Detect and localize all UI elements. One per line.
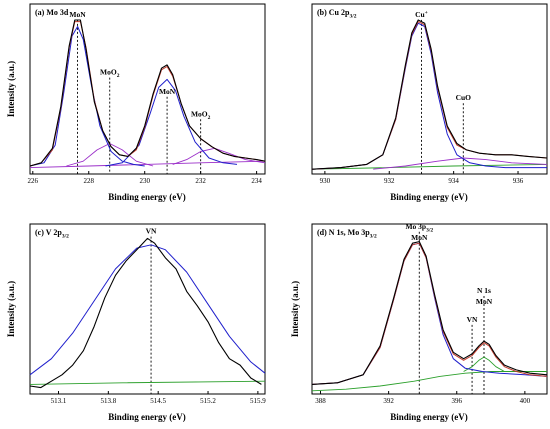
x-tick-label: 936: [513, 177, 524, 185]
series-raw: [311, 241, 548, 385]
x-tick-label: 228: [84, 177, 95, 185]
series-raw: [311, 19, 548, 170]
series-component-alt: [463, 356, 505, 372]
plot-frame: [29, 3, 266, 175]
peak-label: Mo 3p3/2: [405, 222, 433, 234]
x-axis-label: Binding energy (eV): [390, 412, 468, 422]
x-tick-label: 392: [383, 397, 394, 405]
x-tick-label: 234: [251, 177, 262, 185]
x-axis-label: Binding energy (eV): [390, 192, 468, 202]
x-tick-label: 388: [315, 397, 326, 405]
peak-label: MoN: [69, 10, 86, 19]
x-axis-label: Binding energy (eV): [108, 192, 186, 202]
peak-label: MoN: [159, 87, 176, 96]
x-tick-label: 400: [520, 397, 531, 405]
plot-layer: VN: [29, 227, 266, 394]
y-axis-label: Intensity (a.u.): [6, 61, 16, 117]
plot-frame: [311, 3, 548, 175]
y-axis-label: Intensity (a.u.): [290, 281, 300, 337]
panel-cu-2p: Cu+ CuO 930 932 934 936 (b) Cu 2p3/2 Binding…: [311, 3, 548, 202]
x-tick-label: 515.9: [250, 397, 266, 405]
tick-layer: 513.1 513.8 514.5 515.2 515.9: [51, 391, 266, 405]
tick-layer: 930 932 934 936: [320, 171, 524, 185]
peak-label: VN: [146, 227, 157, 236]
panel-label: (a) Mo 3d: [35, 8, 69, 17]
series-raw: [29, 237, 262, 389]
series-component: [311, 242, 548, 385]
x-tick-label: 232: [195, 177, 206, 185]
x-tick-label: 226: [28, 177, 39, 185]
panel-v-2p: VN 513.1 513.8 514.5 515.2 515.9 (c) V 2p3/2…: [6, 223, 266, 422]
series-background: [311, 371, 547, 392]
x-axis-label: Binding energy (eV): [108, 412, 186, 422]
panel-label: (b) Cu 2p3/2: [317, 8, 357, 20]
x-tick-label: 932: [384, 177, 395, 185]
series-background: [29, 380, 266, 385]
peak-label: VN: [467, 315, 478, 324]
series-component: [29, 26, 145, 167]
peak-label: CuO: [456, 93, 472, 102]
x-tick-label: 230: [139, 177, 150, 185]
series-background: [311, 163, 548, 170]
tick-layer: 226 228 230 232 234: [28, 171, 262, 185]
peak-label: MoN: [476, 297, 493, 306]
series-component-alt: [373, 157, 548, 170]
x-tick-label: 515.2: [200, 397, 216, 405]
peak-label: MoN: [411, 233, 428, 242]
tick-layer: 388 392 396 400: [315, 391, 531, 405]
series-fit: [29, 21, 266, 167]
plot-layer: MoN MoO2 MoN MoO2: [29, 10, 266, 174]
peak-label: Cu+: [415, 10, 428, 19]
panel-label: (d) N 1s, Mo 3p3/2: [317, 228, 377, 240]
series-component: [29, 244, 266, 376]
x-tick-label: 396: [451, 397, 462, 405]
peak-label: MoO2: [100, 68, 120, 80]
panel-label: (c) V 2p3/2: [35, 228, 69, 240]
x-tick-label: 930: [320, 177, 331, 185]
plot-layer: Cu+ CuO: [311, 10, 548, 174]
peak-label: MoO2: [191, 109, 211, 121]
x-tick-label: 514.5: [150, 397, 166, 405]
series-fit: [311, 242, 548, 385]
panel-mo-3d: MoN MoO2 MoN MoO2 226 228 230 232 234 (a) Mo 3d…: [6, 3, 266, 202]
plot-frame: [29, 223, 266, 395]
peak-label: N 1s: [477, 286, 491, 295]
plot-frame: [311, 223, 548, 395]
x-tick-label: 934: [448, 177, 459, 185]
x-tick-label: 513.8: [100, 397, 116, 405]
y-axis-label: Intensity (a.u.): [6, 281, 16, 337]
series-raw: [29, 19, 266, 167]
x-tick-label: 513.1: [51, 397, 67, 405]
